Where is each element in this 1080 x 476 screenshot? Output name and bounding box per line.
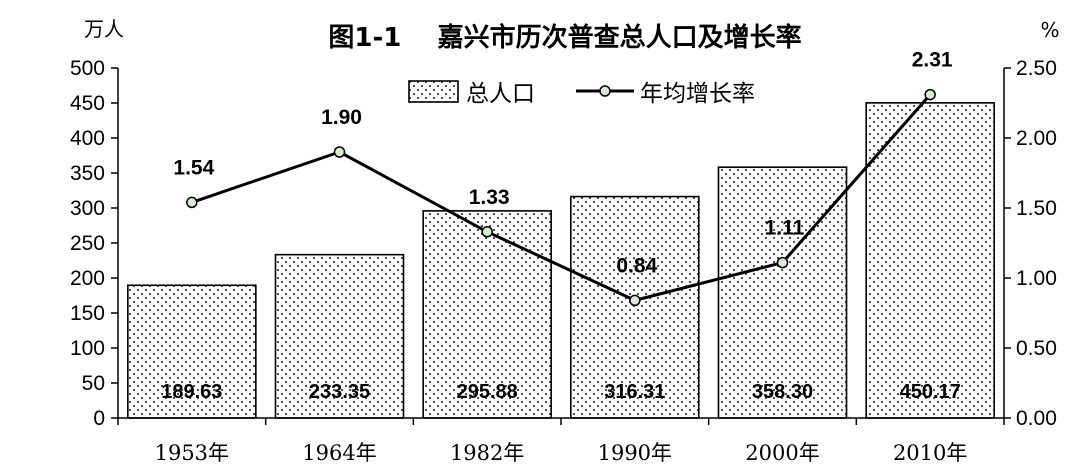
- axes-layer: 0 50 100 150 200 250 300 350 400 450 500 0.00 0.50 1.…: [70, 57, 1057, 465]
- x-tick-label-4: 2000年: [745, 441, 819, 465]
- legend: 总人口 年均增长率: [408, 80, 755, 107]
- y-left-tick-label-5: 250: [70, 232, 105, 255]
- growth-rate-label-0: 1.54: [173, 156, 214, 179]
- y-left-tick-label-2: 100: [70, 337, 105, 360]
- growth-rate-point-0: [186, 196, 198, 209]
- y-left-tick-label-1: 50: [82, 372, 105, 395]
- bar-value-label-4: 358.30: [752, 381, 813, 403]
- y-right-tick-label-0: 0.00: [1016, 407, 1057, 430]
- bar-1: [274, 253, 405, 419]
- bar-value-label-3: 316.31: [604, 381, 665, 403]
- legend-line-marker: [599, 85, 611, 97]
- chart-title: 图1-1 嘉兴市历次普查总人口及增长率: [328, 22, 801, 53]
- y-right-tick-label-3: 1.50: [1016, 197, 1057, 220]
- x-tick-label-1: 1964年: [302, 441, 376, 465]
- legend-bar-swatch: [408, 80, 459, 103]
- y-left-tick-label-4: 200: [70, 267, 105, 290]
- y-right-tick-label-2: 1.00: [1016, 267, 1057, 290]
- x-tick-label-5: 2010年: [893, 441, 967, 465]
- y-left-tick-label-9: 450: [70, 92, 105, 115]
- growth-rate-point-4: [776, 256, 789, 269]
- y-left-tick-label-7: 350: [70, 162, 105, 185]
- legend-bar-label: 总人口: [466, 81, 535, 107]
- bar-value-label-5: 450.17: [900, 381, 961, 403]
- bars-layer: [127, 102, 995, 419]
- growth-rate-label-1: 1.90: [321, 106, 362, 129]
- y-left-tick-label-8: 400: [70, 127, 105, 150]
- line-layer: [186, 88, 936, 307]
- growth-rate-label-5: 2.31: [912, 49, 953, 72]
- x-tick-label-2: 1982年: [450, 441, 524, 465]
- bar-value-label-0: 189.63: [161, 381, 222, 403]
- legend-line-label: 年均增长率: [640, 81, 755, 107]
- left-axis-unit: 万人: [84, 17, 124, 41]
- bar-value-label-2: 295.88: [457, 381, 518, 403]
- bar-value-label-1: 233.35: [309, 381, 370, 403]
- growth-rate-label-4: 1.11: [765, 217, 805, 240]
- bar-3: [570, 195, 700, 419]
- y-left-tick-label-3: 150: [70, 302, 105, 325]
- y-right-tick-label-5: 2.50: [1016, 57, 1057, 80]
- growth-rate-line: [191, 93, 932, 302]
- bar-5: [865, 102, 995, 419]
- growth-rate-point-1: [333, 146, 346, 158]
- growth-rate-label-3: 0.84: [616, 254, 657, 277]
- growth-rate-point-3: [629, 294, 641, 307]
- right-axis-unit: %: [1040, 18, 1059, 42]
- growth-rate-point-5: [924, 88, 936, 101]
- y-right-tick-label-1: 0.50: [1016, 337, 1057, 360]
- y-left-tick-label-0: 0: [93, 407, 105, 430]
- bar-4: [717, 166, 848, 419]
- growth-rate-point-2: [481, 226, 493, 238]
- x-tick-label-3: 1990年: [598, 441, 672, 465]
- x-tick-label-0: 1953年: [155, 441, 229, 465]
- y-right-tick-label-4: 2.00: [1016, 127, 1057, 150]
- growth-rate-label-2: 1.33: [469, 186, 510, 209]
- y-left-tick-label-6: 300: [70, 197, 105, 220]
- y-left-tick-label-10: 500: [70, 57, 105, 80]
- labels-layer: 189.63 233.35 295.88 316.31 358.30 450.17 1.54…: [161, 49, 961, 403]
